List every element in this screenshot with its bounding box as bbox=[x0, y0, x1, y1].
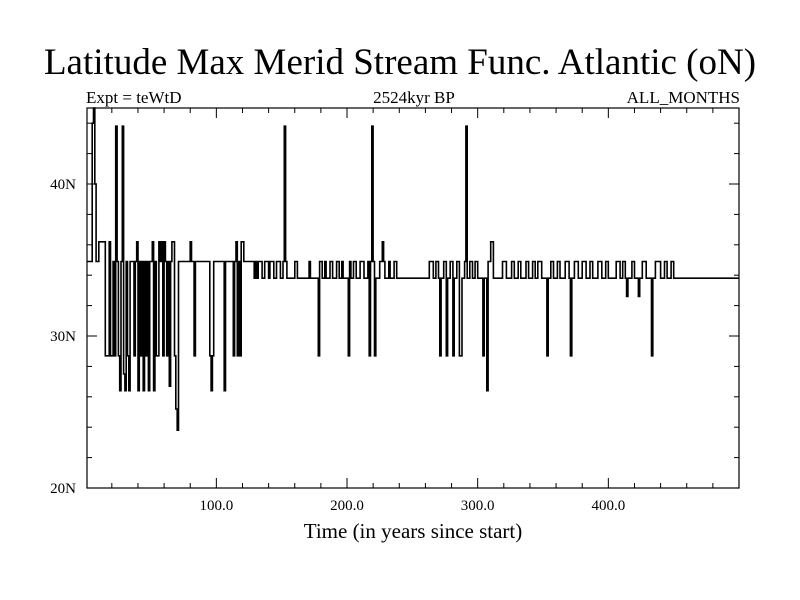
x-tick-label: 200.0 bbox=[330, 498, 364, 514]
plot-frame bbox=[86, 107, 740, 489]
months-label: ALL_MONTHS bbox=[626, 88, 740, 107]
y-tick-label: 40N bbox=[50, 177, 76, 193]
x-axis-label: Time (in years since start) bbox=[304, 519, 523, 543]
experiment-label: Expt = teWtD bbox=[86, 88, 182, 107]
chart-title: Latitude Max Merid Stream Func. Atlantic… bbox=[43, 42, 757, 83]
period-label: 2524kyr BP bbox=[373, 88, 455, 107]
x-tick-label: 400.0 bbox=[591, 498, 625, 514]
series-line bbox=[87, 107, 739, 431]
x-tick-label: 300.0 bbox=[461, 498, 495, 514]
y-tick-label: 30N bbox=[50, 329, 76, 345]
y-tick-label: 20N bbox=[50, 481, 76, 497]
x-tick-label: 100.0 bbox=[199, 498, 233, 514]
